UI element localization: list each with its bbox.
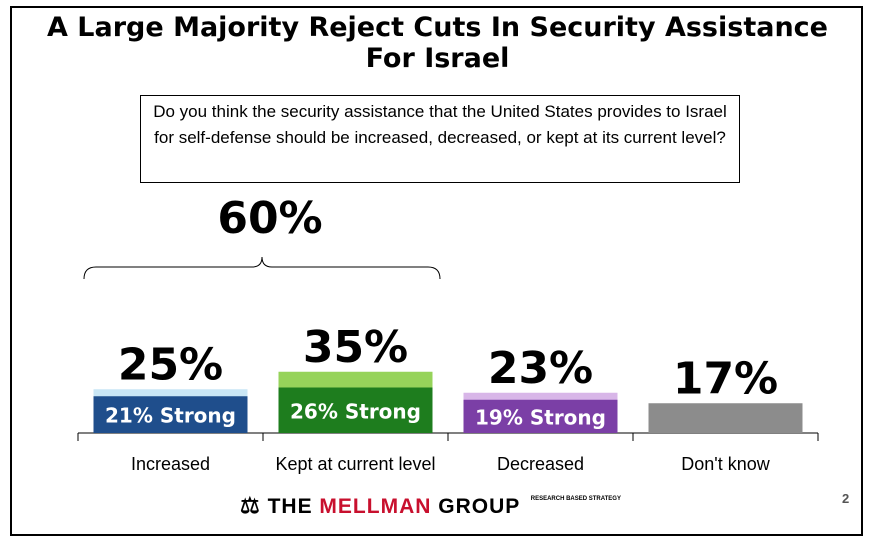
value-label-3: 17% [673, 353, 778, 404]
slide-title: A Large Majority Reject Cuts In Security… [47, 12, 828, 74]
bar-strong-0 [93, 396, 248, 433]
mellman-group-logo: ⚖ THE MELLMAN GROUP RESEARCH BASED STRAT… [240, 493, 621, 519]
scales-logo-icon: ⚖ [240, 493, 261, 518]
category-label-1: Kept at current level [275, 454, 435, 474]
logo-word-mellman: MELLMAN [319, 495, 432, 518]
value-label-1: 35% [303, 322, 408, 373]
strong-label-2: 19% Strong [475, 405, 606, 429]
category-label-3: Don't know [681, 454, 770, 474]
bar-total-3 [648, 403, 803, 433]
category-label-2: Decreased [497, 454, 584, 474]
logo-word-group: GROUP [438, 495, 520, 518]
combined-percentage-label: 60% [217, 193, 323, 244]
logo-tagline: RESEARCH BASED STRATEGY [530, 496, 621, 502]
value-label-0: 25% [118, 339, 223, 390]
survey-question: Do you think the security assistance tha… [140, 95, 740, 183]
strong-label-0: 21% Strong [105, 404, 236, 428]
category-label-0: Increased [131, 454, 210, 474]
bar-strong-2 [463, 399, 618, 433]
grouping-brace [83, 256, 441, 280]
strong-label-1: 26% Strong [290, 399, 421, 423]
logo-word-the: THE [267, 495, 313, 518]
bar-strong-1 [278, 387, 433, 433]
value-label-2: 23% [488, 343, 593, 394]
bar-chart: 21% Strong 25% Increased 26% Strong 35% Kept … [77, 256, 819, 474]
page-number: 2 [842, 491, 850, 506]
